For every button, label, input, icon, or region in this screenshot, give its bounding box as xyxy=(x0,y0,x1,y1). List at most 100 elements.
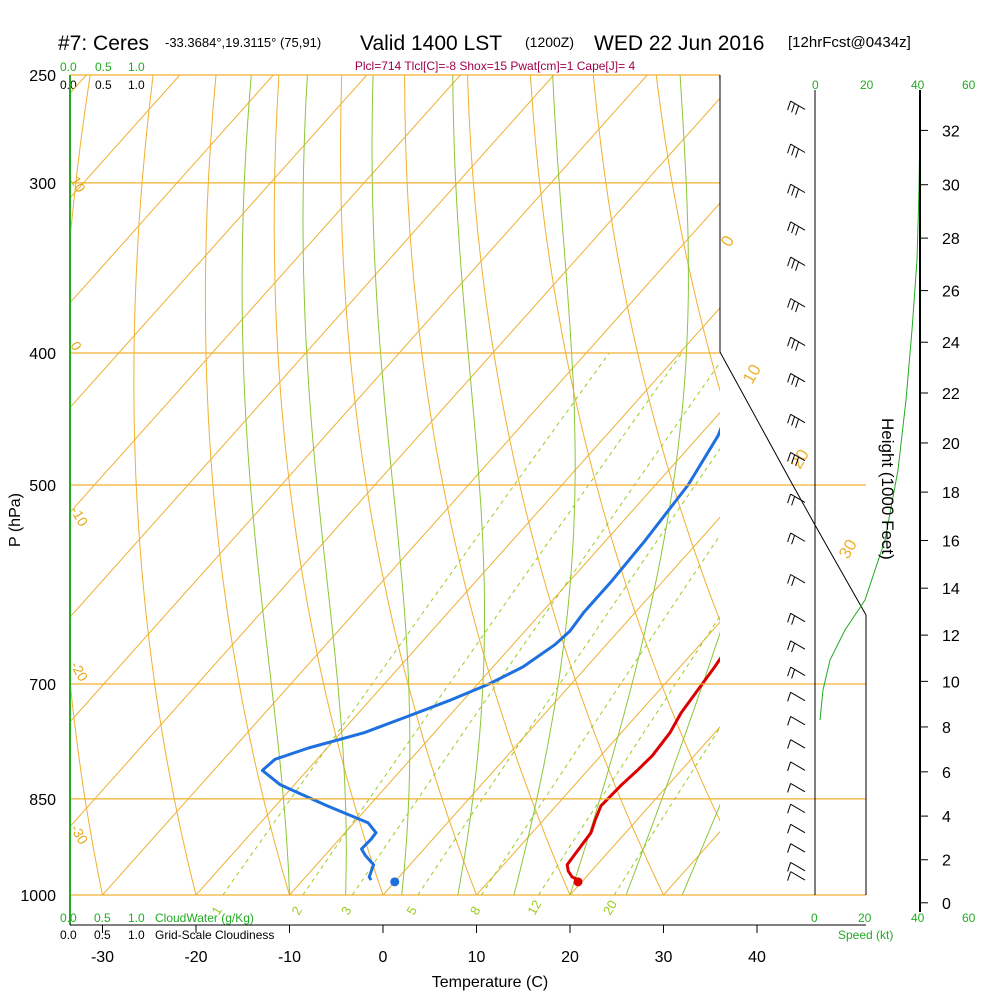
pressure-tick-label: 700 xyxy=(29,677,56,694)
speed-tick-bottom-40: 40 xyxy=(911,911,925,925)
wind-barb-flag xyxy=(787,640,792,650)
wind-barb-flag xyxy=(787,100,792,111)
wind-barb-flag xyxy=(787,221,792,231)
wind-barb-flag xyxy=(795,148,800,158)
cloud-tick-top-green-0: 0.0 xyxy=(60,60,77,74)
dry-adiabat-line xyxy=(70,75,103,895)
wind-barb-flag xyxy=(791,223,796,234)
isotherm-line xyxy=(476,621,720,895)
stability-parameters: Plcl=714 Tlcl[C]=-8 Shox=15 Pwat[cm]=1 C… xyxy=(355,59,636,73)
zulu-time: (1200Z) xyxy=(525,34,574,50)
dry-adiabat-line xyxy=(467,75,664,895)
mixing-ratio-line xyxy=(480,534,720,895)
moist-adiabat-line xyxy=(569,75,689,895)
cloud-water-label: CloudWater (g/Kg) xyxy=(155,911,254,925)
dry-adiabat-line xyxy=(529,75,720,822)
forecast-info: [12hrFcst@0434z] xyxy=(788,34,911,51)
mixing-ratio-line xyxy=(417,447,720,895)
wind-barb-shaft xyxy=(790,691,806,702)
wind-barb-flag xyxy=(787,574,792,584)
wind-barb-flag xyxy=(791,259,796,269)
wind-barb-flag xyxy=(791,300,796,310)
moist-adiabat-line xyxy=(241,75,290,895)
x-tick-label: 0 xyxy=(379,949,388,966)
moist-adiabat-line xyxy=(371,75,411,895)
speed-tick-bottom-20: 20 xyxy=(858,911,872,925)
x-tick-label: 40 xyxy=(748,949,766,966)
mixing-ratio-label: 8 xyxy=(467,904,484,918)
speed-tick-top-g60: 60 xyxy=(962,78,976,92)
cloud-tick-bottom-black-2: 1.0 xyxy=(128,928,145,942)
wind-barb-flag xyxy=(791,186,796,196)
height-tick-label: 10 xyxy=(942,674,960,691)
wind-barb-flag xyxy=(787,739,792,749)
pressure-tick-label: 400 xyxy=(29,346,56,363)
speed-tick-top-0: 0 xyxy=(812,78,819,92)
wind-barb-flag xyxy=(787,532,792,543)
mixing-ratio-label: 12 xyxy=(524,897,544,917)
pressure-tick-label: 250 xyxy=(29,68,56,85)
cloud-tick-top-black-2: 1.0 xyxy=(128,78,145,92)
x-tick-label: -20 xyxy=(184,949,207,966)
wind-barb-flag xyxy=(787,871,792,881)
speed-tick-bottom-60: 60 xyxy=(962,911,976,925)
grid-cloudiness-label: Grid-Scale Cloudiness xyxy=(155,928,274,942)
isotherm-line xyxy=(382,516,720,895)
x-tick-label: 30 xyxy=(655,949,673,966)
wind-barb-flag xyxy=(795,456,800,467)
dry-adiabat-line xyxy=(204,75,290,895)
wind-barb-flag xyxy=(795,418,800,429)
height-tick-label: 0 xyxy=(942,896,951,913)
moist-adiabat-line xyxy=(513,75,576,895)
mixing-ratio-line xyxy=(222,352,610,895)
wind-barb-flag xyxy=(791,615,796,625)
moist-adiabat-line xyxy=(452,75,485,895)
wind-barb-shaft xyxy=(790,452,806,462)
wind-barb-flag xyxy=(791,375,796,385)
isotherm-label: 10 xyxy=(739,361,765,387)
speed-profile-line xyxy=(819,90,921,721)
dry-adiabat-line xyxy=(655,75,720,393)
height-tick-label: 26 xyxy=(942,284,960,301)
isotherm-label: 20 xyxy=(787,446,813,472)
surface-temperature-marker xyxy=(573,877,583,887)
pressure-tick-label: 300 xyxy=(29,176,56,193)
x-tick-label: 10 xyxy=(468,949,486,966)
wind-barb-shaft xyxy=(790,843,806,853)
wind-barb-flag xyxy=(787,716,792,726)
speed-tick-top-g40: 40 xyxy=(911,78,925,92)
wind-barb-flag xyxy=(787,666,792,677)
height-axis-title: Height (1000 Feet) xyxy=(878,418,897,560)
height-tick-label: 22 xyxy=(942,386,960,403)
x-axis-title: Temperature (C) xyxy=(432,974,548,991)
wind-barb-shaft xyxy=(790,666,806,676)
wind-barb-shaft xyxy=(790,739,806,749)
height-tick-label: 20 xyxy=(942,436,960,453)
wind-barb-shaft xyxy=(790,640,806,650)
moist-adiabat-line xyxy=(681,803,720,895)
speed-tick-top-20: 20 xyxy=(860,78,874,92)
wind-barb-flag xyxy=(791,103,796,113)
height-tick-label: 2 xyxy=(942,853,951,870)
isotherm-label: -20 xyxy=(67,659,91,685)
wind-barb-shaft xyxy=(790,183,806,194)
cloud-tick-top-green-1: 0.5 xyxy=(95,60,112,74)
wind-barb-flag xyxy=(795,188,800,198)
wind-barb-flag xyxy=(787,298,792,308)
pressure-tick-label: 1000 xyxy=(20,888,56,905)
sounding-profiles xyxy=(260,426,720,887)
wind-barb-shaft xyxy=(790,612,806,623)
wind-barb-flag xyxy=(791,339,796,349)
surface-dewpoint-marker xyxy=(390,877,400,887)
speed-scale: 0 20 40 60 0 20 40 60 Speed (kt) xyxy=(811,78,976,942)
y-axis-title: P (hPa) xyxy=(7,493,24,547)
dewpoint-profile xyxy=(260,426,720,881)
wind-barb-flag xyxy=(787,613,792,623)
wind-barb-shaft xyxy=(790,256,806,266)
wind-barb-flag xyxy=(791,535,796,545)
mixing-ratio-label: 3 xyxy=(338,904,355,918)
wind-barb-flag xyxy=(787,783,792,793)
wind-barb-shaft xyxy=(790,761,806,771)
wind-barb-flag xyxy=(795,226,800,236)
isotherm-label: -10 xyxy=(67,504,91,530)
